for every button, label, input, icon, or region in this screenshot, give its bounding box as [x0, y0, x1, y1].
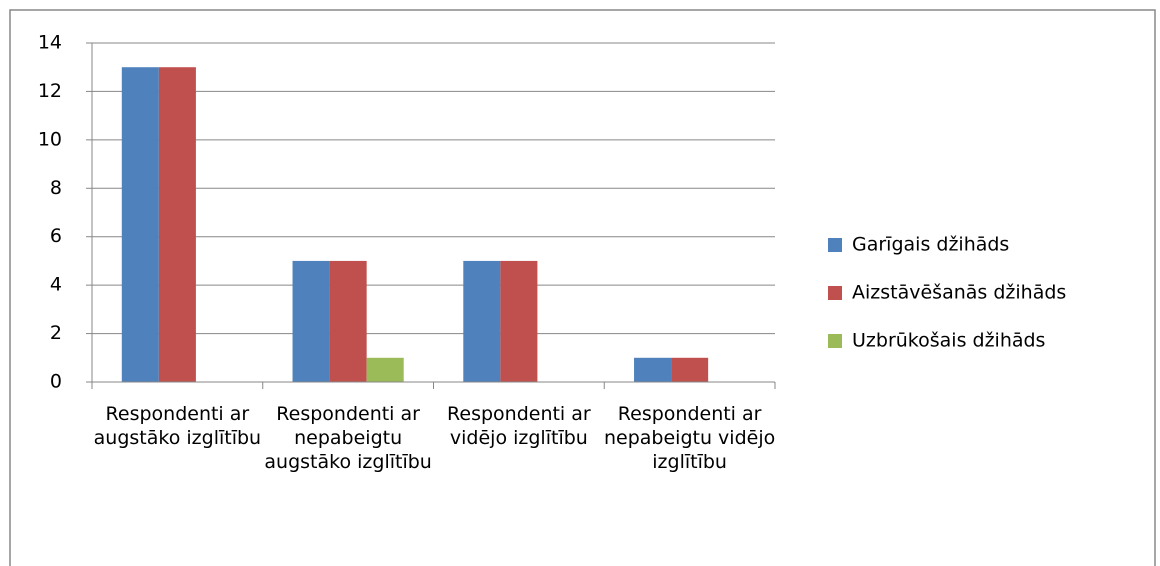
- x-tick-label: Respondenti ar augstāko izglītību: [93, 403, 262, 449]
- x-tick-label: Respondenti ar nepabeigtu vidējo izglītī…: [604, 403, 776, 473]
- bar: [463, 260, 501, 382]
- legend-label: Garīgais džihāds: [852, 234, 1009, 256]
- legend-swatch: [828, 286, 842, 300]
- bar: [634, 357, 672, 382]
- legend-label: Uzbrūkošais džihāds: [852, 330, 1045, 352]
- chart-border: [9, 9, 1156, 566]
- x-tick-label: Respondenti ar nepabeigtu augstāko izglī…: [264, 403, 432, 473]
- legend-swatch: [828, 238, 842, 252]
- bar: [366, 357, 404, 382]
- bar: [158, 67, 196, 382]
- bar: [671, 357, 709, 382]
- y-tick-label: 8: [50, 177, 62, 199]
- bar: [500, 260, 538, 382]
- x-tick-label: Respondenti ar vidējo izglītību: [447, 403, 591, 449]
- bar: [121, 67, 159, 382]
- y-tick-label: 10: [38, 128, 62, 150]
- y-tick-label: 12: [38, 80, 62, 102]
- y-tick-label: 14: [38, 32, 62, 54]
- bar: [292, 260, 330, 382]
- y-tick-label: 6: [50, 225, 62, 247]
- y-tick-label: 2: [50, 322, 62, 344]
- legend-swatch: [828, 334, 842, 348]
- y-tick-label: 4: [50, 274, 62, 296]
- y-tick-label: 0: [50, 371, 62, 393]
- bar: [329, 260, 367, 382]
- legend-label: Aizstāvēšanās džihāds: [852, 282, 1066, 304]
